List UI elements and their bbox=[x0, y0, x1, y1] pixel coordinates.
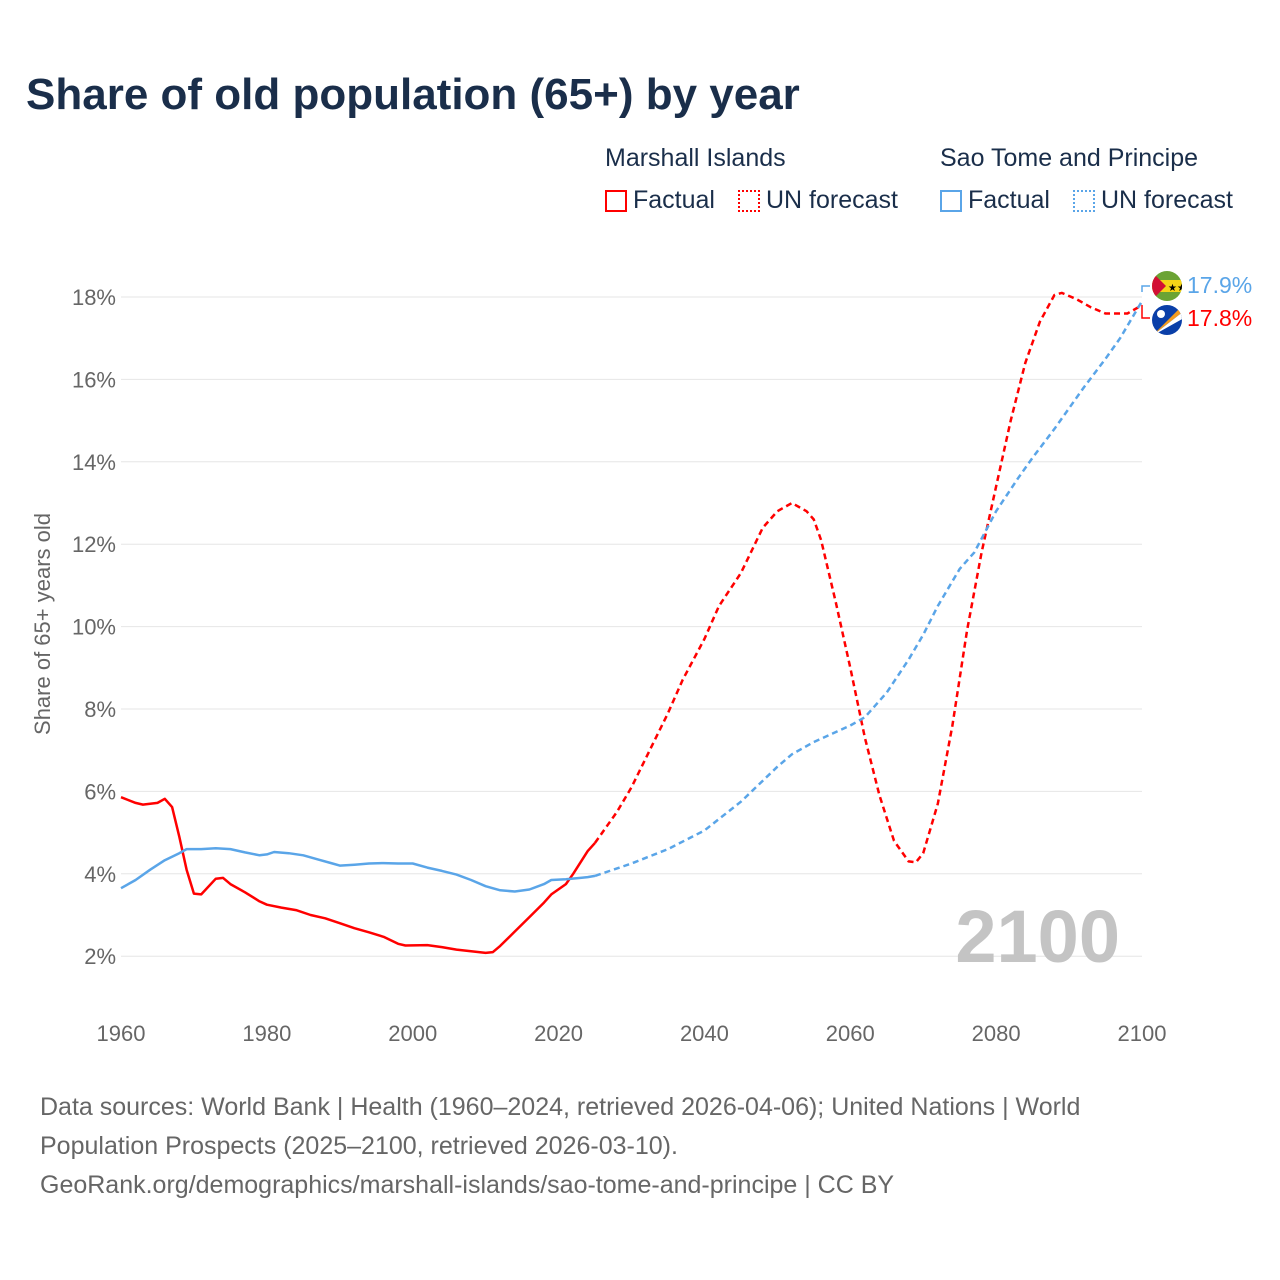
legend-swatch-solid bbox=[605, 189, 627, 212]
y-axis-label: Share of 65+ years old bbox=[30, 513, 55, 735]
year-watermark: 2100 bbox=[955, 895, 1120, 978]
end-connector bbox=[1141, 285, 1150, 292]
legend-group-sao-tome: Sao Tome and Principe bbox=[940, 144, 1199, 172]
legend-label: UN forecast bbox=[766, 186, 898, 214]
y-tick-label: 2% bbox=[84, 944, 116, 969]
plot-area: 2% 4% 6% 8% 10% 12% 14% 16% 18% 1960 1980 2000 2020 2… bbox=[30, 271, 1252, 1046]
y-tick-label: 8% bbox=[84, 697, 116, 722]
x-tick-label: 2060 bbox=[826, 1021, 875, 1046]
y-tick-label: 6% bbox=[84, 779, 116, 804]
footer: Data sources: World Bank | Health (1960–… bbox=[40, 1088, 1240, 1205]
legend-label: Factual bbox=[968, 186, 1050, 214]
y-tick-label: 10% bbox=[72, 615, 116, 640]
legend-swatch-solid bbox=[940, 189, 962, 212]
y-tick-label: 18% bbox=[72, 285, 116, 310]
sao-tome-flag-icon: ★★ bbox=[1152, 271, 1186, 301]
x-tick-label: 1980 bbox=[242, 1021, 291, 1046]
end-value-label: 17.8% bbox=[1187, 305, 1252, 331]
x-tick-label: 1960 bbox=[97, 1021, 146, 1046]
x-tick-label: 2040 bbox=[680, 1021, 729, 1046]
legend-label: Factual bbox=[633, 186, 715, 214]
legend-label: UN forecast bbox=[1101, 186, 1233, 214]
series-line-sao-tome-and-principe-forecast bbox=[594, 300, 1144, 878]
x-tick-label: 2020 bbox=[534, 1021, 583, 1046]
x-tick-label: 2080 bbox=[972, 1021, 1021, 1046]
y-tick-label: 4% bbox=[84, 862, 116, 887]
x-tick-label: 2100 bbox=[1118, 1021, 1167, 1046]
footer-sources-line2: Population Prospects (2025–2100, retriev… bbox=[40, 1132, 678, 1160]
marshall-islands-flag-icon bbox=[1152, 305, 1182, 335]
x-tick-label: 2000 bbox=[388, 1021, 437, 1046]
y-tick-label: 14% bbox=[72, 450, 116, 475]
y-tick-label: 12% bbox=[72, 532, 116, 557]
footer-attribution-link[interactable]: GeoRank.org/demographics/marshall-island… bbox=[40, 1171, 895, 1199]
chart-title: Share of old population (65+) by year bbox=[26, 70, 800, 119]
end-connector bbox=[1141, 305, 1150, 319]
legend-marshall-factual[interactable]: Factual bbox=[605, 186, 715, 215]
series-line-sao-tome-and-principe-factual bbox=[120, 847, 596, 893]
legend-swatch-dotted bbox=[738, 189, 760, 212]
end-value-label: 17.9% bbox=[1187, 272, 1252, 298]
series-line-marshall-islands-forecast bbox=[593, 291, 1143, 864]
legend-marshall-forecast[interactable]: UN forecast bbox=[738, 186, 898, 215]
series-line-marshall-islands-factual bbox=[120, 796, 596, 955]
footer-sources-line1: Data sources: World Bank | Health (1960–… bbox=[40, 1093, 1081, 1121]
legend-saotome-forecast[interactable]: UN forecast bbox=[1073, 186, 1233, 215]
svg-text:★★: ★★ bbox=[1168, 283, 1186, 294]
legend-saotome-factual[interactable]: Factual bbox=[940, 186, 1050, 215]
y-tick-label: 16% bbox=[72, 367, 116, 392]
legend-group-marshall-islands: Marshall Islands bbox=[605, 144, 786, 172]
legend-swatch-dotted bbox=[1073, 189, 1095, 212]
